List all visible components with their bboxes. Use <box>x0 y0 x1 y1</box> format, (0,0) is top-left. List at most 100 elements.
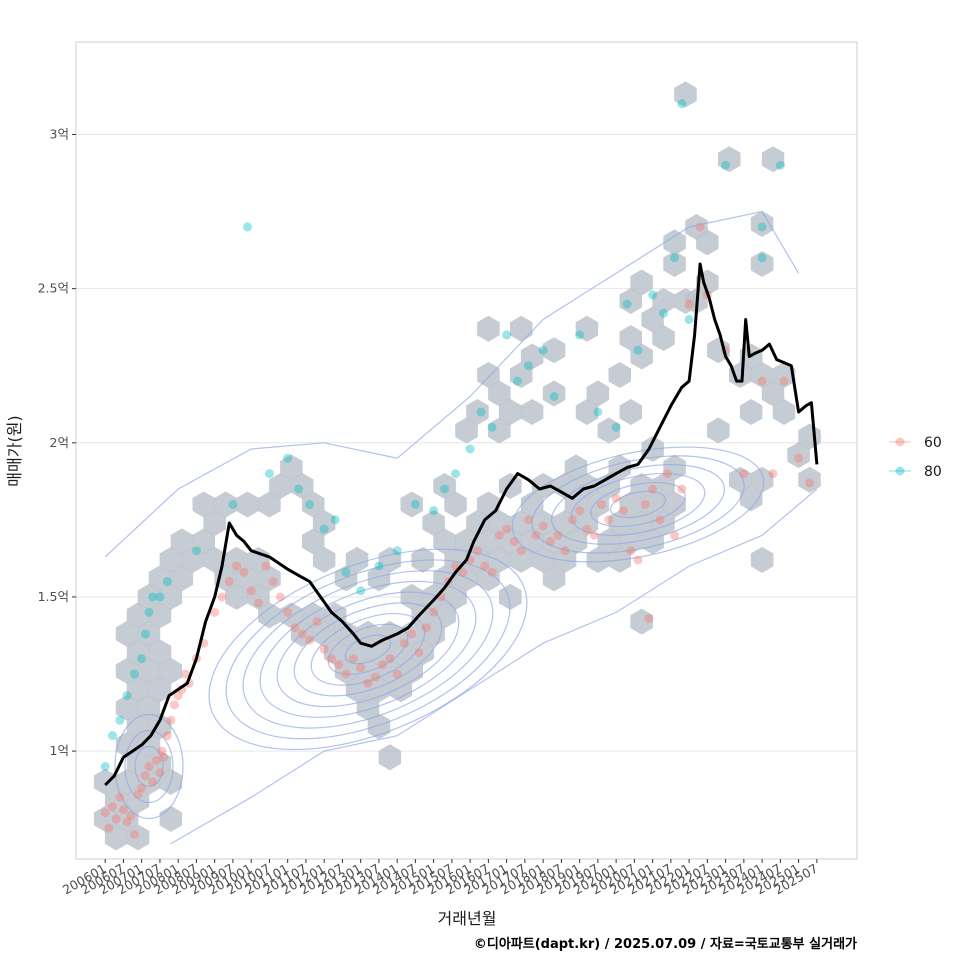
hex-cell <box>422 510 445 536</box>
point-60 <box>144 762 154 772</box>
point-60 <box>655 515 665 525</box>
point-60 <box>794 453 804 463</box>
hex-cell <box>137 731 161 758</box>
hex-cell <box>542 380 566 407</box>
point-80 <box>757 253 767 263</box>
point-60 <box>118 805 128 815</box>
hex-cell <box>674 81 697 108</box>
point-60 <box>115 792 125 802</box>
y-tick-label: 1.5억 <box>38 589 69 604</box>
point-60 <box>224 577 234 587</box>
legend-label: 80 <box>924 464 942 480</box>
point-60 <box>472 546 482 556</box>
density-envelope <box>170 488 818 845</box>
hex-cell <box>137 620 161 647</box>
hex-cell <box>477 565 500 592</box>
source-caption: ©디아파트(dapt.kr) / 2025.07.09 / 자료=국토교통부 실… <box>474 936 857 952</box>
hex-cell <box>499 583 522 610</box>
hex-cell <box>488 380 511 407</box>
hex-cell <box>619 491 642 518</box>
point-60 <box>567 515 577 525</box>
point-80 <box>319 524 329 534</box>
hex-cell <box>510 315 533 342</box>
hex-cell <box>192 491 215 518</box>
point-60 <box>677 484 687 494</box>
point-80 <box>129 669 139 679</box>
hex-cell <box>707 417 730 444</box>
point-60 <box>429 607 439 617</box>
point-60 <box>560 546 570 556</box>
hex-cell <box>159 583 183 610</box>
hex-cell <box>126 824 150 851</box>
hex-cell <box>115 657 139 684</box>
density-contour <box>276 591 460 708</box>
density-contour <box>225 559 511 740</box>
scatter-points <box>100 99 815 839</box>
point-60 <box>326 654 336 664</box>
point-60 <box>107 802 117 812</box>
density-contour <box>134 745 164 788</box>
hex-cell <box>630 269 653 296</box>
hex-cell <box>520 343 544 370</box>
hex-cell <box>302 528 325 555</box>
hex-cell <box>148 750 172 777</box>
density-contour <box>293 602 443 697</box>
point-80 <box>633 345 643 355</box>
density-contour <box>609 490 667 519</box>
hex-cell <box>630 608 653 635</box>
point-60 <box>399 638 409 648</box>
point-80 <box>243 222 253 232</box>
point-80 <box>264 469 274 479</box>
point-60 <box>159 752 169 762</box>
point-80 <box>191 546 201 556</box>
point-80 <box>677 99 687 109</box>
point-60 <box>261 561 271 571</box>
hex-cell <box>148 713 172 740</box>
point-80 <box>670 253 680 263</box>
hex-cell <box>258 565 281 592</box>
hex-cell <box>729 466 752 493</box>
point-60 <box>148 777 158 787</box>
point-60 <box>611 493 621 503</box>
point-60 <box>217 592 227 602</box>
point-80 <box>294 484 304 494</box>
hex-cell <box>203 546 226 573</box>
point-80 <box>502 330 512 340</box>
x-axis-title: 거래년월 <box>438 909 497 928</box>
hex-cell <box>433 565 456 592</box>
hex-cell <box>488 510 511 536</box>
point-60 <box>162 731 172 741</box>
y-tick-label: 2.5억 <box>38 281 69 296</box>
point-80 <box>283 453 293 463</box>
hex-cell <box>411 602 434 629</box>
legend-key-point <box>895 437 905 447</box>
point-80 <box>356 586 366 596</box>
legend-key-point <box>895 466 905 476</box>
point-60 <box>246 586 256 596</box>
hex-cell <box>750 251 774 277</box>
point-60 <box>538 521 548 531</box>
hex-cell <box>564 454 588 481</box>
point-60 <box>151 755 161 765</box>
point-80 <box>611 422 621 432</box>
hex-cell <box>148 565 172 592</box>
point-60 <box>283 607 293 617</box>
hex-cell <box>772 362 796 388</box>
point-60 <box>392 669 402 679</box>
point-80 <box>575 330 585 340</box>
legend: 60 80 <box>889 435 942 480</box>
hex-cell <box>334 620 358 647</box>
density-contour <box>124 729 174 804</box>
hex-cell <box>707 337 730 364</box>
hex-cell <box>312 546 336 573</box>
point-80 <box>155 592 165 602</box>
hex-cell <box>520 491 544 518</box>
point-60 <box>378 660 388 670</box>
hex-cell <box>652 510 675 536</box>
point-60 <box>545 536 555 546</box>
point-60 <box>104 823 114 833</box>
hex-cell <box>433 602 456 629</box>
hex-cell <box>214 491 237 518</box>
hex-cell <box>258 491 281 518</box>
